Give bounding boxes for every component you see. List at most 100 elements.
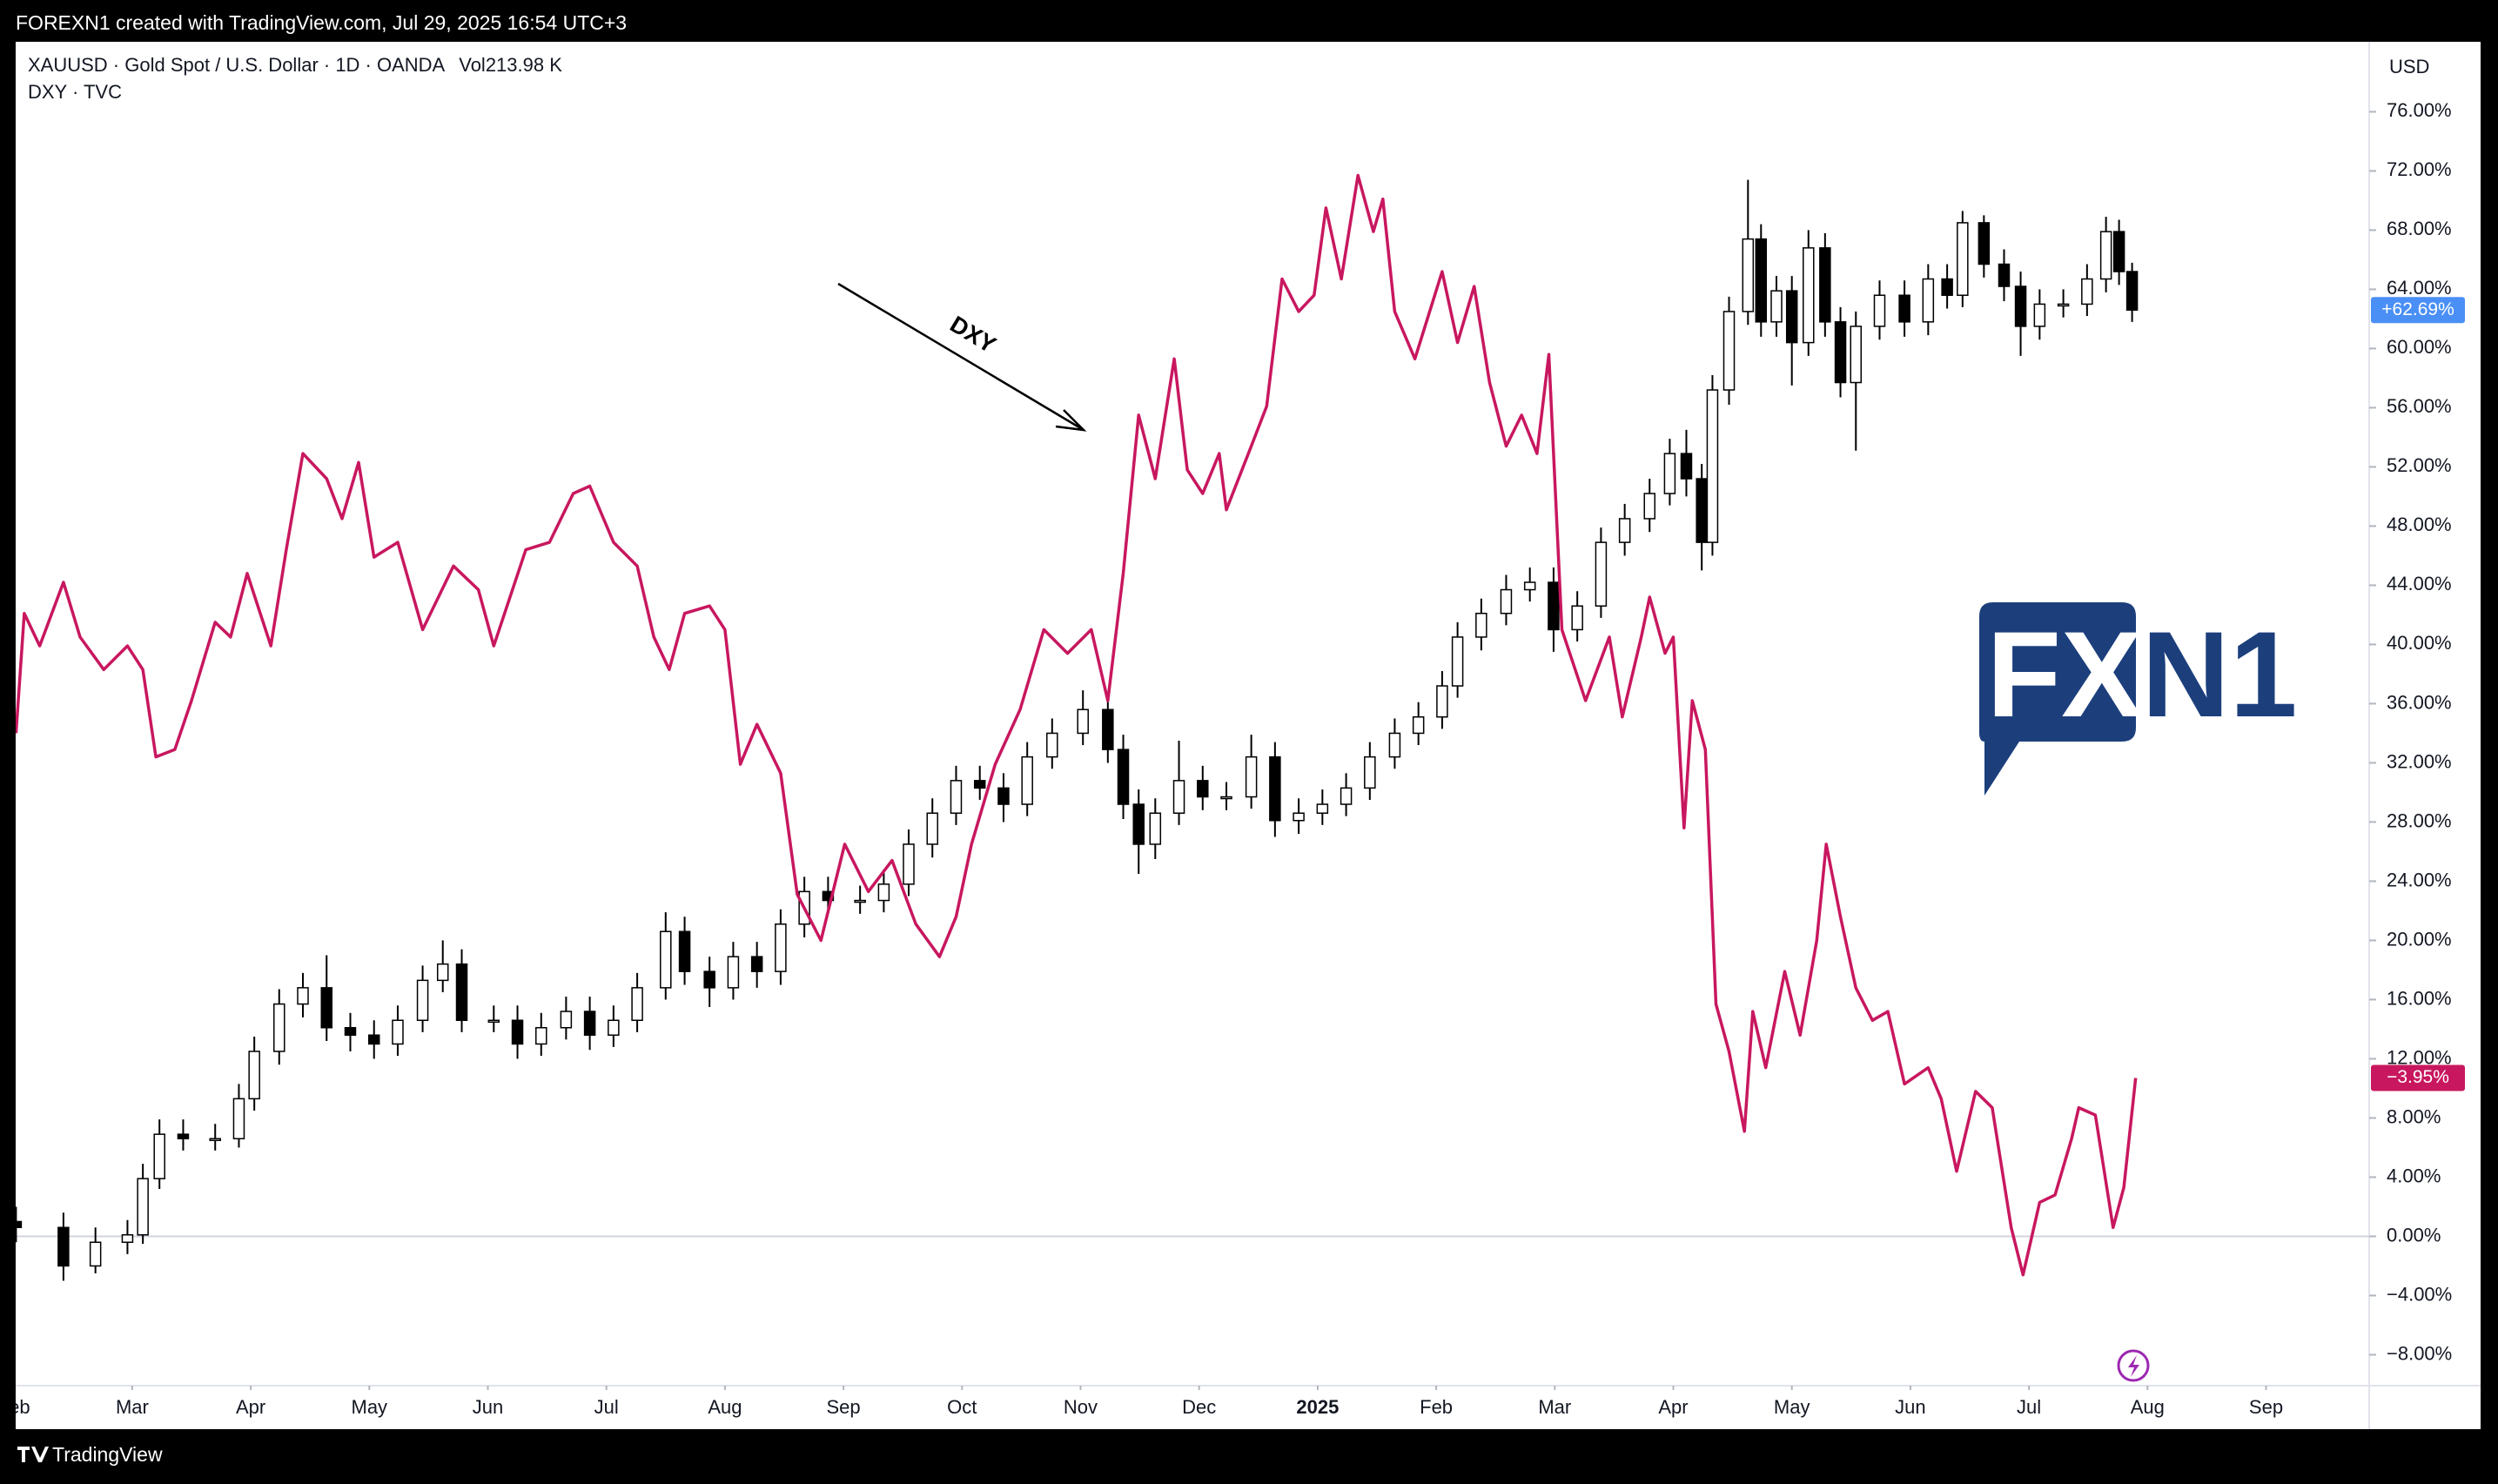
candle-body bbox=[560, 1011, 573, 1029]
y-tick-label: 12.00% bbox=[2387, 1046, 2452, 1068]
candle-body bbox=[1834, 321, 1847, 384]
candle-body bbox=[57, 1226, 70, 1267]
x-tick-label: Mar bbox=[116, 1396, 149, 1418]
candle-body bbox=[854, 899, 866, 903]
candle-body bbox=[950, 780, 963, 814]
candle-body bbox=[1340, 787, 1353, 805]
candle-body bbox=[1293, 812, 1305, 822]
legend-entry: XAUUSD · Gold Spot / U.S. Dollar · 1D · … bbox=[28, 54, 446, 76]
candle-body bbox=[1770, 290, 1783, 323]
x-tick-label: Nov bbox=[1064, 1396, 1098, 1418]
candle-body bbox=[137, 1178, 149, 1236]
candle-body bbox=[1643, 493, 1656, 520]
logo-right: N1 bbox=[2142, 606, 2298, 742]
candle-body bbox=[1117, 749, 1130, 805]
legend-info: Vol213.98 K bbox=[459, 54, 562, 76]
candle-body bbox=[1803, 247, 1815, 344]
candle-body bbox=[2057, 303, 2070, 307]
x-tick-label: Feb bbox=[1420, 1396, 1453, 1418]
y-tick-label: 20.00% bbox=[2387, 928, 2452, 950]
candle-body bbox=[877, 883, 890, 902]
y-tick-label: 16.00% bbox=[2387, 987, 2452, 1009]
y-tick-label: 24.00% bbox=[2387, 869, 2452, 890]
icon-bolt[interactable] bbox=[2128, 1355, 2139, 1377]
candle-body bbox=[1132, 803, 1145, 845]
y-tick-label: 48.00% bbox=[2387, 514, 2452, 535]
candle-body bbox=[1742, 238, 1755, 312]
candle-body bbox=[703, 970, 715, 989]
candle-body bbox=[455, 963, 468, 1022]
candle-body bbox=[367, 1034, 380, 1045]
x-tick-label: Jun bbox=[1895, 1396, 1925, 1418]
candle-body bbox=[1436, 685, 1448, 718]
candle-body bbox=[1245, 755, 1258, 798]
y-tick-label: 8.00% bbox=[2387, 1105, 2441, 1127]
x-tick-label: Sep bbox=[827, 1396, 861, 1418]
y-tick-label: 4.00% bbox=[2387, 1165, 2441, 1186]
y-tick-label: 52.00% bbox=[2387, 454, 2452, 476]
x-tick-label: Jun bbox=[473, 1396, 503, 1418]
last-value-box bbox=[2371, 297, 2465, 324]
last-value-label: −3.95% bbox=[2387, 1067, 2449, 1087]
candle-body bbox=[2099, 231, 2112, 280]
candle-body bbox=[121, 1234, 134, 1244]
y-tick-label: 32.00% bbox=[2387, 750, 2452, 772]
candle-body bbox=[1388, 732, 1401, 758]
logo-left: FX bbox=[1987, 606, 2143, 742]
footer-text: TradingView bbox=[52, 1443, 163, 1466]
legend-entry: DXY · TVC bbox=[28, 81, 122, 103]
x-tick-label: Dec bbox=[1182, 1396, 1216, 1418]
candle-body bbox=[535, 1027, 547, 1045]
candle-body bbox=[436, 963, 449, 982]
arrow-line bbox=[837, 282, 1084, 432]
candle-body bbox=[2033, 303, 2046, 327]
last-value-label: +62.69% bbox=[2381, 299, 2454, 319]
candle-body bbox=[392, 1019, 404, 1045]
candle-body bbox=[1941, 278, 1953, 296]
candle-body bbox=[1172, 780, 1185, 814]
axis-unit: USD bbox=[2389, 56, 2429, 77]
candle-body bbox=[1595, 541, 1608, 607]
candle-body bbox=[1269, 755, 1281, 822]
candle-body bbox=[416, 979, 429, 1022]
candle-body bbox=[487, 1019, 500, 1024]
x-tick-label: 2025 bbox=[1296, 1396, 1339, 1418]
candle-body bbox=[177, 1133, 190, 1140]
x-tick-label: Oct bbox=[947, 1396, 977, 1418]
candle-body bbox=[1451, 636, 1464, 687]
candle-body bbox=[997, 787, 1010, 805]
candle-body bbox=[1021, 755, 1033, 805]
logo: FX N1 bbox=[1979, 602, 2297, 796]
candle-body bbox=[1680, 453, 1693, 480]
x-tick-label: May bbox=[1774, 1396, 1810, 1418]
last-value-box bbox=[2371, 1064, 2465, 1091]
candle-body bbox=[1898, 294, 1910, 323]
x-tick-label: Mar bbox=[1538, 1396, 1571, 1418]
candle-body bbox=[16, 1220, 23, 1229]
y-tick-label: −8.00% bbox=[2387, 1342, 2452, 1364]
footer-logo bbox=[17, 1447, 49, 1462]
candle-body bbox=[2081, 278, 2093, 306]
candle-body bbox=[248, 1051, 260, 1100]
y-tick-label: 44.00% bbox=[2387, 573, 2452, 594]
candle-body bbox=[583, 1011, 596, 1037]
x-tick-label: Aug bbox=[2131, 1396, 2165, 1418]
logo-bubble bbox=[1979, 602, 2136, 796]
x-tick-label: Feb bbox=[0, 1396, 30, 1418]
candle-body bbox=[1957, 222, 1969, 296]
candle-body bbox=[750, 956, 763, 972]
candle-body bbox=[1475, 612, 1487, 638]
replay-icon[interactable] bbox=[2117, 1349, 2150, 1382]
candle-body bbox=[903, 843, 915, 885]
icon-circle[interactable] bbox=[2117, 1349, 2150, 1382]
candle-body bbox=[1197, 780, 1209, 798]
candle-body bbox=[511, 1019, 524, 1045]
x-tick-label: Jul bbox=[2017, 1396, 2041, 1418]
candle-body bbox=[1571, 605, 1583, 631]
candle-body bbox=[1978, 222, 1991, 265]
candle-body bbox=[1046, 732, 1058, 758]
candle-body bbox=[1548, 581, 1560, 631]
candle-body bbox=[273, 1003, 285, 1052]
